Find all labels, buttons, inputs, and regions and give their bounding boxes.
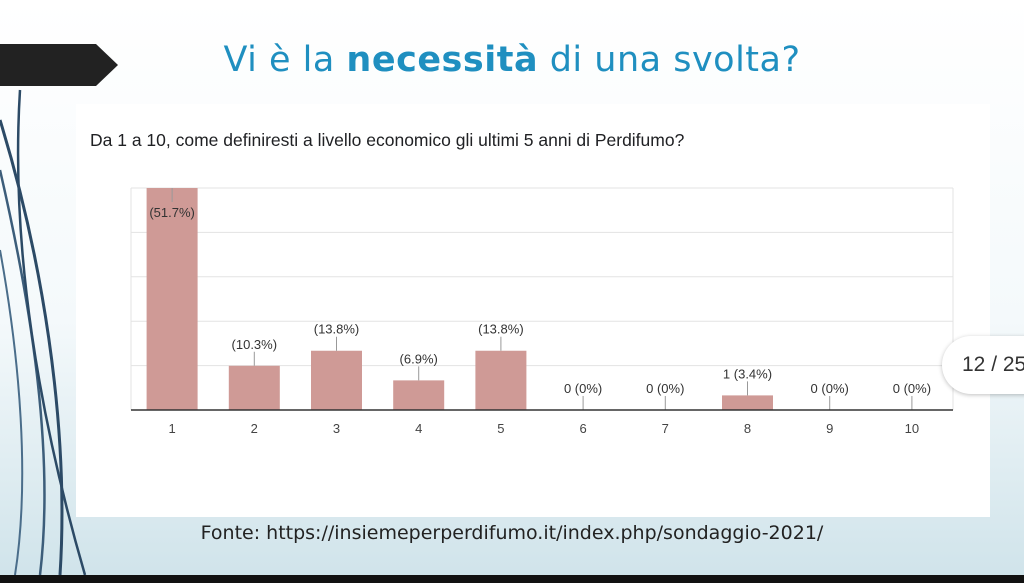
x-tick-label: 6 [579, 421, 586, 436]
chart-card: Da 1 a 10, come definiresti a livello ec… [76, 104, 990, 517]
data-label-9: 0 (0%) [811, 381, 849, 396]
data-label-3: (13.8%) [314, 322, 360, 337]
x-tick-label: 9 [826, 421, 833, 436]
data-label-5: (13.8%) [478, 322, 524, 337]
title-pre: Vi è la [223, 40, 347, 80]
x-tick-label: 5 [497, 421, 504, 436]
bar-2 [228, 365, 280, 410]
title-bold: necessità [346, 40, 539, 80]
x-tick-label: 2 [251, 421, 258, 436]
data-label-4: (6.9%) [400, 351, 438, 366]
page-counter[interactable]: 12 / 25 [942, 336, 1024, 394]
data-label-7: 0 (0%) [646, 381, 684, 396]
x-tick-label: 3 [333, 421, 340, 436]
data-label-2: (10.3%) [232, 337, 278, 352]
x-tick-label: 1 [168, 421, 175, 436]
bar-3 [311, 350, 362, 410]
data-label-6: 0 (0%) [564, 381, 602, 396]
bar-1 [146, 188, 198, 410]
slide-title: Vi è la necessità di una svolta? [0, 40, 1024, 80]
data-label-1: (51.7%) [149, 205, 195, 220]
chart-title: Da 1 a 10, come definiresti a livello ec… [90, 130, 685, 150]
data-label-8: 1 (3.4%) [723, 366, 772, 381]
slide-arrow-shape [0, 44, 118, 86]
bar-chart: (51.7%) 1 (10.3%) 2 (13.8%) 3 (6.9%) 4 (13.8%) 5 0… [130, 187, 954, 436]
decorative-curves [0, 89, 87, 575]
x-tick-label: 4 [415, 421, 422, 436]
title-post: di una svolta? [538, 40, 801, 80]
bar-4 [393, 380, 445, 410]
data-label-10: 0 (0%) [893, 381, 931, 396]
x-tick-label: 7 [662, 421, 669, 436]
x-tick-label: 8 [744, 421, 751, 436]
bar-8 [722, 395, 773, 410]
page-counter-label: 12 / 25 [962, 353, 1024, 376]
x-tick-label: 10 [905, 421, 919, 436]
bar-5 [475, 350, 527, 410]
bottom-bar [0, 575, 1024, 583]
source-text: Fonte: https://insiemeperperdifumo.it/in… [200, 522, 824, 544]
